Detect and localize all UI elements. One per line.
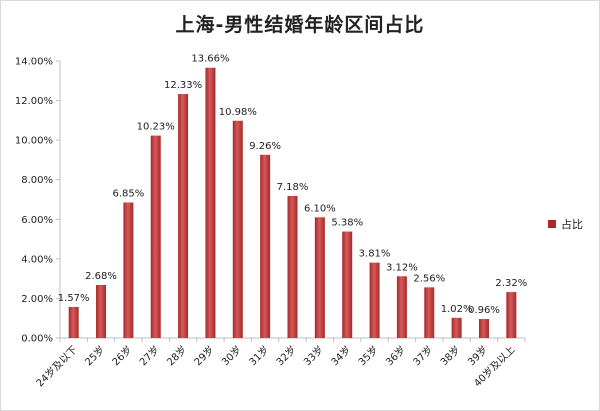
bar bbox=[96, 284, 107, 338]
data-label: 5.38% bbox=[331, 218, 363, 229]
y-tick-label: 8.00% bbox=[21, 175, 53, 186]
y-tick-label: 6.00% bbox=[21, 215, 53, 226]
y-tick-label: 2.00% bbox=[21, 294, 53, 305]
data-label: 9.26% bbox=[249, 141, 281, 152]
data-label: 2.32% bbox=[495, 278, 527, 289]
chart-title: 上海-男性结婚年龄区间占比 bbox=[175, 14, 425, 36]
bar bbox=[314, 217, 325, 338]
bar bbox=[68, 306, 79, 338]
bar bbox=[232, 120, 243, 338]
data-label: 10.98% bbox=[219, 107, 257, 118]
y-tick-label: 4.00% bbox=[21, 254, 53, 265]
data-label: 1.57% bbox=[58, 293, 90, 304]
y-tick-label: 10.00% bbox=[15, 136, 53, 147]
bar bbox=[369, 262, 380, 338]
data-label: 13.66% bbox=[191, 54, 229, 65]
bar bbox=[478, 319, 489, 338]
bar bbox=[260, 154, 271, 338]
legend-label: 占比 bbox=[561, 218, 583, 231]
x-tick-label: 34岁 bbox=[328, 343, 353, 368]
x-tick-label: 37岁 bbox=[410, 343, 435, 368]
data-label: 3.12% bbox=[386, 262, 418, 273]
x-tick-label: 25岁 bbox=[82, 343, 107, 368]
bar bbox=[396, 276, 407, 338]
bar bbox=[205, 67, 216, 338]
data-label: 6.85% bbox=[112, 188, 144, 199]
bar bbox=[150, 135, 161, 338]
bar bbox=[451, 317, 462, 338]
y-tick-label: 12.00% bbox=[15, 96, 53, 107]
bar bbox=[178, 94, 189, 338]
data-label: 7.18% bbox=[277, 182, 309, 193]
data-label: 2.68% bbox=[85, 271, 117, 282]
x-tick-label: 38岁 bbox=[437, 343, 462, 368]
data-label: 12.33% bbox=[164, 80, 202, 91]
x-tick-label: 30岁 bbox=[219, 343, 244, 368]
x-tick-label: 24岁及以下 bbox=[33, 343, 79, 389]
x-tick-label: 33岁 bbox=[301, 343, 326, 368]
x-tick-label: 27岁 bbox=[137, 343, 162, 368]
x-tick-label: 28岁 bbox=[164, 343, 189, 368]
data-label: 2.56% bbox=[413, 273, 445, 284]
x-tick-label: 32岁 bbox=[273, 343, 298, 368]
bar bbox=[342, 231, 353, 338]
x-tick-label: 36岁 bbox=[383, 343, 408, 368]
data-label: 3.81% bbox=[359, 249, 391, 260]
bar bbox=[424, 287, 435, 338]
bar bbox=[123, 202, 134, 338]
x-tick-label: 39岁 bbox=[465, 343, 490, 368]
x-tick-label: 26岁 bbox=[109, 343, 134, 368]
data-label: 0.96% bbox=[468, 305, 500, 316]
y-tick-label: 0.00% bbox=[21, 334, 53, 345]
x-tick-label: 31岁 bbox=[246, 343, 271, 368]
bar bbox=[506, 292, 517, 338]
data-label: 6.10% bbox=[304, 203, 336, 214]
legend-swatch bbox=[548, 220, 556, 228]
y-tick-label: 14.00% bbox=[15, 57, 53, 68]
x-tick-label: 35岁 bbox=[355, 343, 380, 368]
bar bbox=[287, 195, 298, 338]
data-label: 10.23% bbox=[137, 122, 175, 133]
x-tick-label: 29岁 bbox=[191, 343, 216, 368]
data-label: 1.02% bbox=[441, 304, 473, 315]
legend: 占比 bbox=[548, 216, 583, 232]
